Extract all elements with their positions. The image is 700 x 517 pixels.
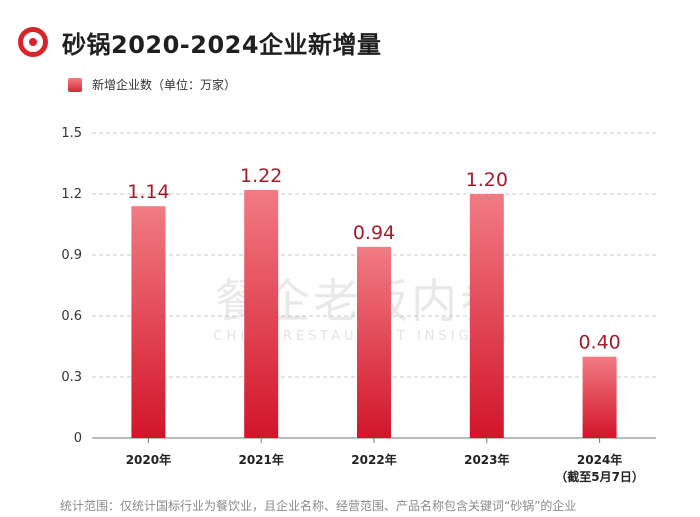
x-tick-label: 2021年 bbox=[238, 452, 283, 467]
legend-label: 新增企业数（单位：万家） bbox=[92, 78, 237, 92]
data-label: 1.14 bbox=[127, 181, 169, 203]
bar bbox=[582, 356, 617, 438]
data-label: 1.20 bbox=[466, 169, 508, 191]
data-label: 0.40 bbox=[578, 332, 620, 354]
bar bbox=[357, 246, 391, 438]
record-icon bbox=[18, 27, 48, 57]
y-tick-label: 0.9 bbox=[61, 248, 82, 263]
x-tick-note: （截至5月7日） bbox=[555, 469, 644, 484]
data-label: 0.94 bbox=[353, 222, 395, 244]
bar bbox=[131, 206, 166, 438]
data-label: 1.22 bbox=[240, 165, 282, 187]
legend-swatch bbox=[68, 77, 82, 92]
chart-title-row: 砂锅2020-2024企业新增量 bbox=[18, 22, 382, 62]
footnote: 统计范围：仅统计国标行业为餐饮业，且企业名称、经营范围、产品名称包含关键词“砂锅… bbox=[60, 499, 577, 513]
y-tick-label: 1.2 bbox=[61, 187, 82, 202]
bar bbox=[469, 194, 504, 438]
bar bbox=[244, 189, 279, 438]
x-tick-label: 2023年 bbox=[464, 452, 509, 467]
x-tick-label: 2024年 bbox=[577, 452, 622, 467]
y-tick-label: 0.3 bbox=[61, 370, 82, 385]
legend: 新增企业数（单位：万家） bbox=[68, 76, 236, 93]
x-tick-label: 2022年 bbox=[351, 452, 396, 467]
y-tick-label: 0.6 bbox=[61, 309, 82, 324]
chart-title: 砂锅2020-2024企业新增量 bbox=[62, 30, 382, 59]
y-tick-label: 0 bbox=[74, 431, 82, 446]
x-tick-label: 2020年 bbox=[126, 452, 171, 467]
y-tick-label: 1.5 bbox=[61, 126, 82, 141]
